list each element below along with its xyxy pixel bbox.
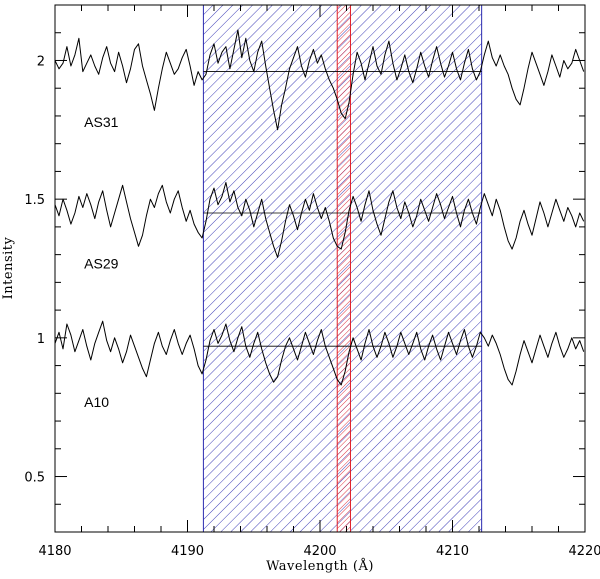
x-tick-label: 4210 [436,544,469,559]
spectrum-line-as31 [55,29,585,131]
x-tick-label: 4220 [568,544,600,559]
series-label-a10: A10 [84,394,109,410]
shaded-region-2 [336,4,351,533]
axis-ticks: 4180 4190 4200 4210 4220 0.5 1 1.5 2 [24,4,600,559]
y-tick-label: 1 [37,332,45,347]
x-tick-label: 4200 [303,544,336,559]
x-axis-label: Wavelength (Å) [266,558,374,574]
x-tick-label: 4190 [171,544,204,559]
series-layer [55,29,585,386]
spectrum-line-a10 [55,320,585,386]
y-axis-label: Intensity [1,237,16,300]
series-labels: AS31 AS29 A10 [84,114,118,410]
y-tick-label: 1.5 [24,193,45,208]
series-label-as31: AS31 [84,114,118,130]
x-tick-label: 4180 [38,544,71,559]
shaded-regions [202,4,483,533]
y-tick-label: 0.5 [24,471,45,486]
y-tick-label: 2 [37,54,45,69]
series-label-as29: AS29 [84,256,118,272]
